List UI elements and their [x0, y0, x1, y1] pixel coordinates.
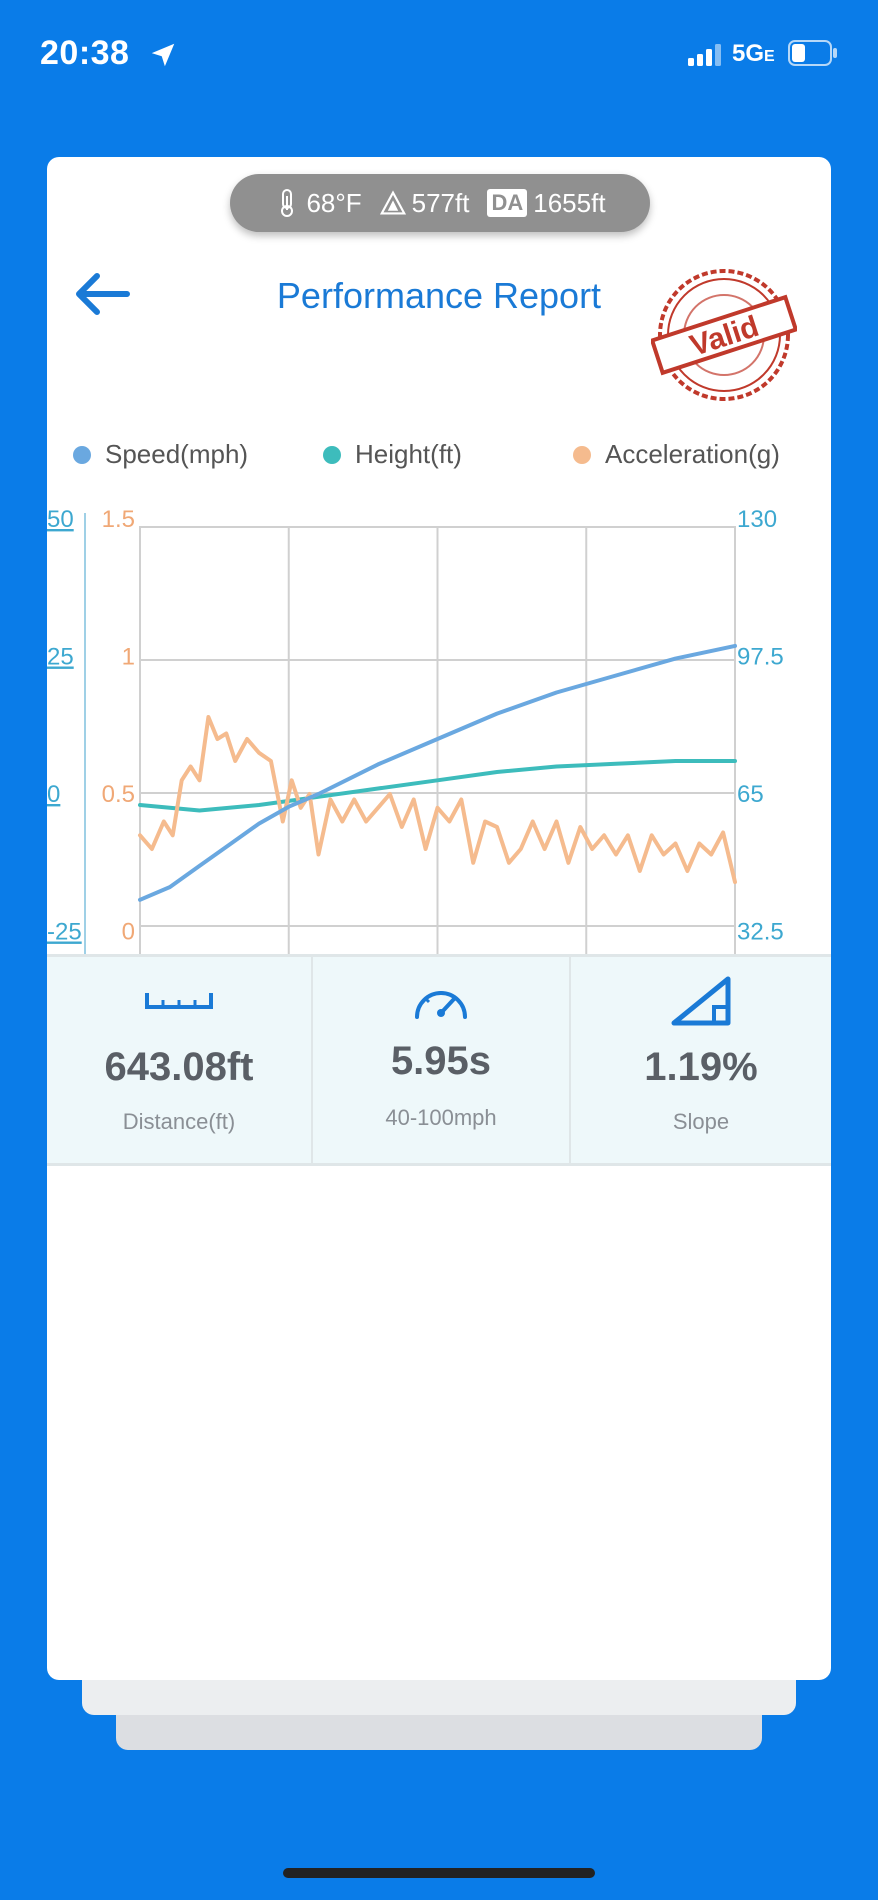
acceleration-series-line — [138, 715, 737, 884]
speed-axis-tick: 32.5 — [737, 919, 784, 946]
height-series-line — [138, 759, 737, 813]
speed-axis-tick: 65 — [737, 781, 764, 808]
legend-height: Height(ft) — [323, 439, 462, 470]
slope-value: 1.19% — [644, 1045, 758, 1089]
signal-bars-icon — [688, 44, 721, 66]
stat-distance: 643.08ft Distance(ft) — [47, 957, 311, 1163]
page-title: Performance Report — [276, 275, 602, 316]
density-altitude-item: DA 1655ft — [487, 187, 606, 219]
network-suffix: E — [764, 48, 775, 65]
legend-acceleration-dot — [573, 445, 591, 464]
slope-icon — [671, 976, 731, 1026]
legend-speed: Speed(mph) — [73, 439, 248, 470]
acceleration-axis-tick: 0 — [122, 919, 135, 946]
altitude-value: 577ft — [411, 187, 470, 218]
back-arrow-icon[interactable] — [71, 271, 131, 317]
legend-acceleration-label: Acceleration(g) — [605, 439, 780, 469]
height-axis-tick: 0 — [47, 781, 60, 808]
network-label: 5G — [732, 40, 765, 67]
home-indicator[interactable] — [283, 1868, 595, 1878]
legend-height-dot — [323, 445, 341, 464]
status-bar: 20:38 5GE — [0, 0, 878, 110]
altitude-item: 577ft — [379, 187, 470, 219]
temperature-item: 68°F — [274, 187, 362, 219]
status-time: 20:38 — [40, 34, 130, 72]
height-axis-tick: 50 — [47, 506, 74, 533]
speed-axis-tick: 97.5 — [737, 644, 784, 671]
da-label: DA — [487, 189, 528, 217]
thermometer-icon — [281, 189, 294, 217]
location-arrow-icon — [151, 43, 175, 67]
mountain-icon — [379, 190, 406, 215]
ruler-icon — [145, 993, 213, 1009]
time-value: 5.95s — [390, 1039, 492, 1083]
chart-legend: Speed(mph) Height(ft) Acceleration(g) — [73, 439, 813, 479]
height-axis-tick: 25 — [47, 644, 74, 671]
acceleration-axis-tick: 0.5 — [102, 781, 135, 808]
legend-acceleration: Acceleration(g) — [573, 439, 780, 470]
height-axis-tick: -25 — [47, 919, 82, 946]
temperature-value: 68°F — [306, 187, 362, 218]
performance-report-card: 68°F 577ft DA 1655ft Performance Report … — [47, 157, 831, 1680]
battery-icon — [788, 40, 837, 66]
distance-value: 643.08ft — [104, 1045, 254, 1089]
network-type: 5GE — [732, 40, 775, 68]
stat-slope: 1.19% Slope — [569, 957, 831, 1163]
speed-series-line — [138, 643, 737, 902]
acceleration-axis-tick: 1 — [122, 644, 135, 671]
distance-label: Distance(ft) — [122, 1109, 236, 1134]
legend-height-label: Height(ft) — [355, 439, 462, 469]
stat-time: 5.95s 40-100mph — [311, 957, 569, 1163]
environment-pill: 68°F 577ft DA 1655ft — [230, 174, 650, 232]
speed-axis-tick: 130 — [737, 506, 777, 533]
speedometer-icon — [415, 991, 467, 1019]
valid-stamp-icon: Valid — [651, 269, 797, 401]
time-label: 40-100mph — [385, 1105, 497, 1130]
density-altitude-value: 1655ft — [533, 187, 606, 218]
acceleration-axis-tick: 1.5 — [102, 506, 135, 533]
slope-label: Slope — [672, 1109, 730, 1134]
legend-speed-dot — [73, 445, 91, 464]
legend-speed-label: Speed(mph) — [105, 439, 249, 469]
stats-panel: 643.08ft Distance(ft) 5.95s 40-100mph 1.… — [47, 954, 831, 1166]
